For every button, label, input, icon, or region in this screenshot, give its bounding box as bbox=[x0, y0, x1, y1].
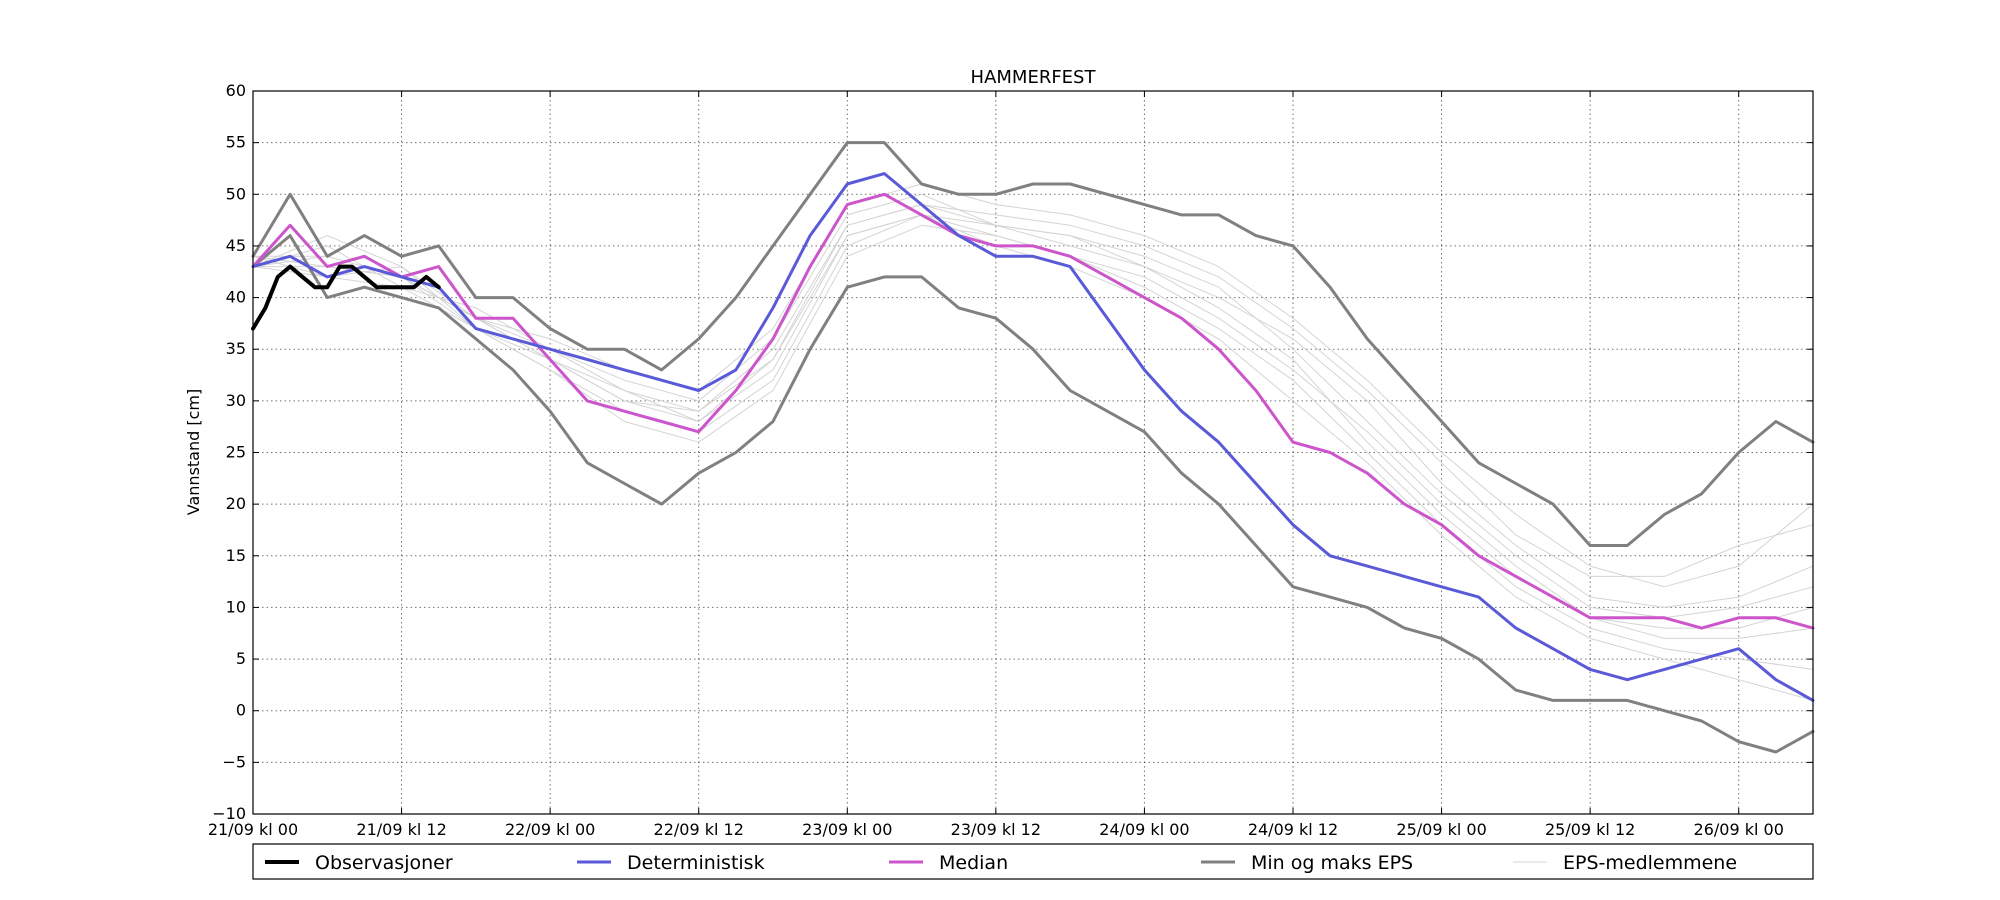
legend: Observasjoner Deterministisk Median Min og … bbox=[252, 843, 1814, 880]
x-tick-label: 21/09 kl 00 bbox=[208, 820, 298, 839]
x-tick-label: 25/09 kl 00 bbox=[1396, 820, 1486, 839]
y-tick-label: 35 bbox=[226, 339, 246, 358]
chart-title: HAMMERFEST bbox=[971, 67, 1097, 88]
x-axis-ticks: 21/09 kl 00 21/09 kl 12 22/09 kl 00 22/09 k… bbox=[208, 91, 1784, 839]
x-tick-label: 24/09 kl 12 bbox=[1248, 820, 1338, 839]
y-tick-label: 60 bbox=[226, 81, 246, 100]
y-axis-ticks: −10 −5 0 5 10 15 20 25 30 35 40 45 50 55 60 bbox=[212, 81, 1813, 823]
grid bbox=[253, 91, 1813, 814]
x-tick-label: 22/09 kl 00 bbox=[505, 820, 595, 839]
x-tick-label: 22/09 kl 12 bbox=[654, 820, 744, 839]
y-axis-label: Vannstand [cm] bbox=[184, 389, 203, 515]
x-tick-label: 23/09 kl 00 bbox=[802, 820, 892, 839]
y-tick-label: 20 bbox=[226, 494, 246, 513]
eps-member-line bbox=[252, 204, 1814, 608]
x-tick-label: 25/09 kl 12 bbox=[1545, 820, 1635, 839]
eps-minmax-line bbox=[251, 141, 1815, 547]
y-tick-label: 55 bbox=[226, 133, 246, 152]
median-line bbox=[251, 192, 1815, 630]
y-tick-label: 0 bbox=[236, 701, 246, 720]
y-tick-label: 15 bbox=[226, 546, 246, 565]
eps-member-line bbox=[252, 183, 1814, 588]
y-tick-label: 50 bbox=[226, 184, 246, 203]
y-tick-label: −10 bbox=[212, 804, 246, 823]
legend-label-deterministisk: Deterministisk bbox=[627, 852, 765, 874]
eps-minmax-line bbox=[251, 234, 1815, 754]
observations-line bbox=[251, 264, 441, 331]
y-tick-label: 10 bbox=[226, 597, 246, 616]
y-tick-label: 45 bbox=[226, 236, 246, 255]
y-tick-label: 40 bbox=[226, 288, 246, 307]
legend-items: Observasjoner Deterministisk Median Min og … bbox=[265, 852, 1737, 874]
legend-box bbox=[252, 843, 1814, 880]
y-tick-label: 5 bbox=[236, 649, 246, 668]
deterministic-line bbox=[251, 172, 1815, 702]
legend-label-minmaks: Min og maks EPS bbox=[1251, 852, 1413, 874]
y-tick-label: 25 bbox=[226, 443, 246, 462]
x-tick-label: 23/09 kl 12 bbox=[951, 820, 1041, 839]
series-lines bbox=[251, 141, 1815, 754]
x-tick-label: 26/09 kl 00 bbox=[1694, 820, 1784, 839]
legend-label-observasjoner: Observasjoner bbox=[315, 852, 453, 874]
legend-label-median: Median bbox=[939, 852, 1008, 874]
y-tick-label: −5 bbox=[222, 752, 246, 771]
y-tick-label: 30 bbox=[226, 391, 246, 410]
x-tick-label: 24/09 kl 00 bbox=[1099, 820, 1189, 839]
legend-label-eps: EPS-medlemmene bbox=[1563, 852, 1737, 874]
x-tick-label: 21/09 kl 12 bbox=[356, 820, 446, 839]
